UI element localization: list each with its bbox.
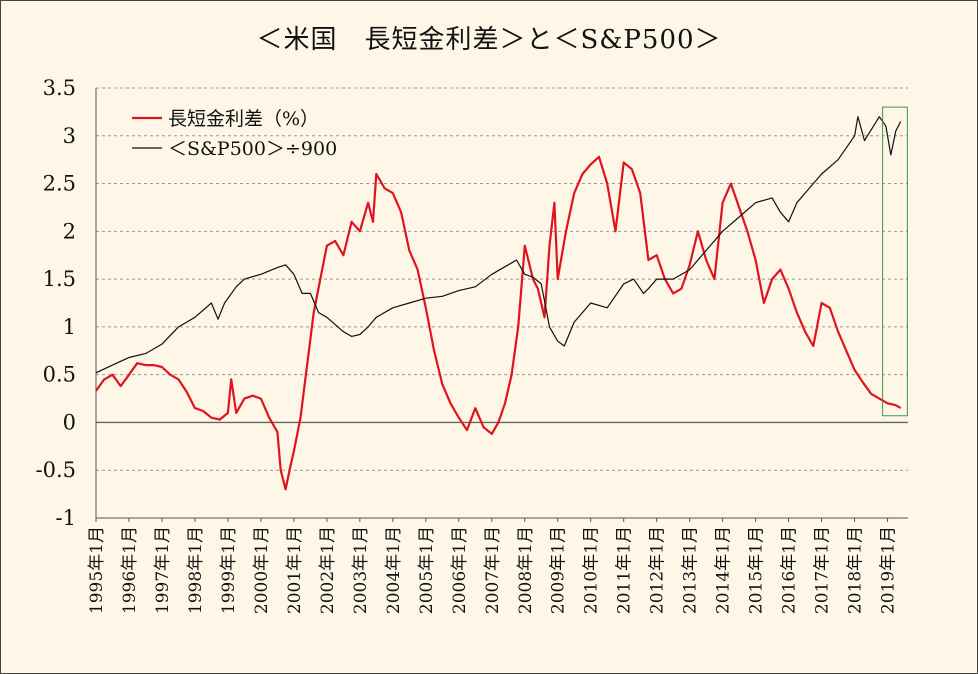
x-tick-label: 2010年1月 — [582, 526, 602, 614]
y-tick-label: 1.5 — [43, 267, 76, 291]
x-tick-label: 2007年1月 — [483, 526, 503, 614]
legend-label: 長短金利差（%） — [168, 108, 319, 130]
y-tick-label: 0 — [63, 410, 76, 434]
x-tick-label: 2006年1月 — [450, 526, 470, 614]
grid-layer — [96, 87, 908, 471]
legend-label: ＜S&P500＞÷900 — [168, 138, 337, 160]
x-tick-label: 2009年1月 — [549, 526, 569, 614]
y-tick-label: 0.5 — [43, 363, 76, 387]
series-line-spread — [95, 155, 902, 491]
x-tick-label: 2003年1月 — [351, 526, 371, 614]
x-tick-label: 2012年1月 — [648, 526, 668, 614]
x-tick-label: 2015年1月 — [747, 526, 767, 614]
x-tick-label: 1995年1月 — [87, 526, 107, 614]
x-tick-label: 2002年1月 — [318, 526, 338, 614]
x-tick-label: 1999年1月 — [219, 526, 239, 614]
x-tick-label: 2019年1月 — [879, 526, 899, 614]
x-tick-label: 2014年1月 — [714, 526, 734, 614]
x-tick-label: 1996年1月 — [120, 526, 140, 614]
y-tick-label: 3.5 — [43, 76, 76, 100]
series-line-sp500 — [95, 116, 902, 374]
chart-title: ＜米国 長短金利差＞と＜S&P500＞ — [256, 25, 722, 55]
highlight-box — [882, 106, 908, 417]
y-tick-label: 3 — [63, 124, 76, 148]
x-tick-label: 1998年1月 — [186, 526, 206, 614]
x-tick-label: 1997年1月 — [153, 526, 173, 614]
x-tick-label: 2008年1月 — [516, 526, 536, 614]
y-tick-label: 2 — [63, 219, 76, 243]
y-tick-label: -0.5 — [36, 458, 77, 482]
x-tick-label: 2013年1月 — [681, 526, 701, 614]
x-tick-label: 2011年1月 — [615, 526, 635, 614]
y-tick-label: -1 — [56, 506, 76, 530]
x-tick-label: 2017年1月 — [813, 526, 833, 614]
x-tick-label: 2016年1月 — [780, 526, 800, 614]
x-tick-label: 2018年1月 — [846, 526, 866, 614]
y-tick-label: 2.5 — [43, 172, 76, 196]
x-tick-label: 2001年1月 — [285, 526, 305, 614]
y-tick-label: 1 — [63, 315, 76, 339]
x-tick-label: 2005年1月 — [417, 526, 437, 614]
legend: 長短金利差（%） ＜S&P500＞÷900 — [132, 108, 337, 160]
x-tick-label: 2004年1月 — [384, 526, 404, 614]
x-tick-label: 2000年1月 — [252, 526, 272, 614]
series-layer — [95, 106, 908, 491]
axis-layer: 3.5 3 2.5 2 1.5 1 0.5 0 -0.5 -1 1995年1月 1996年1月 1997… — [36, 76, 908, 614]
